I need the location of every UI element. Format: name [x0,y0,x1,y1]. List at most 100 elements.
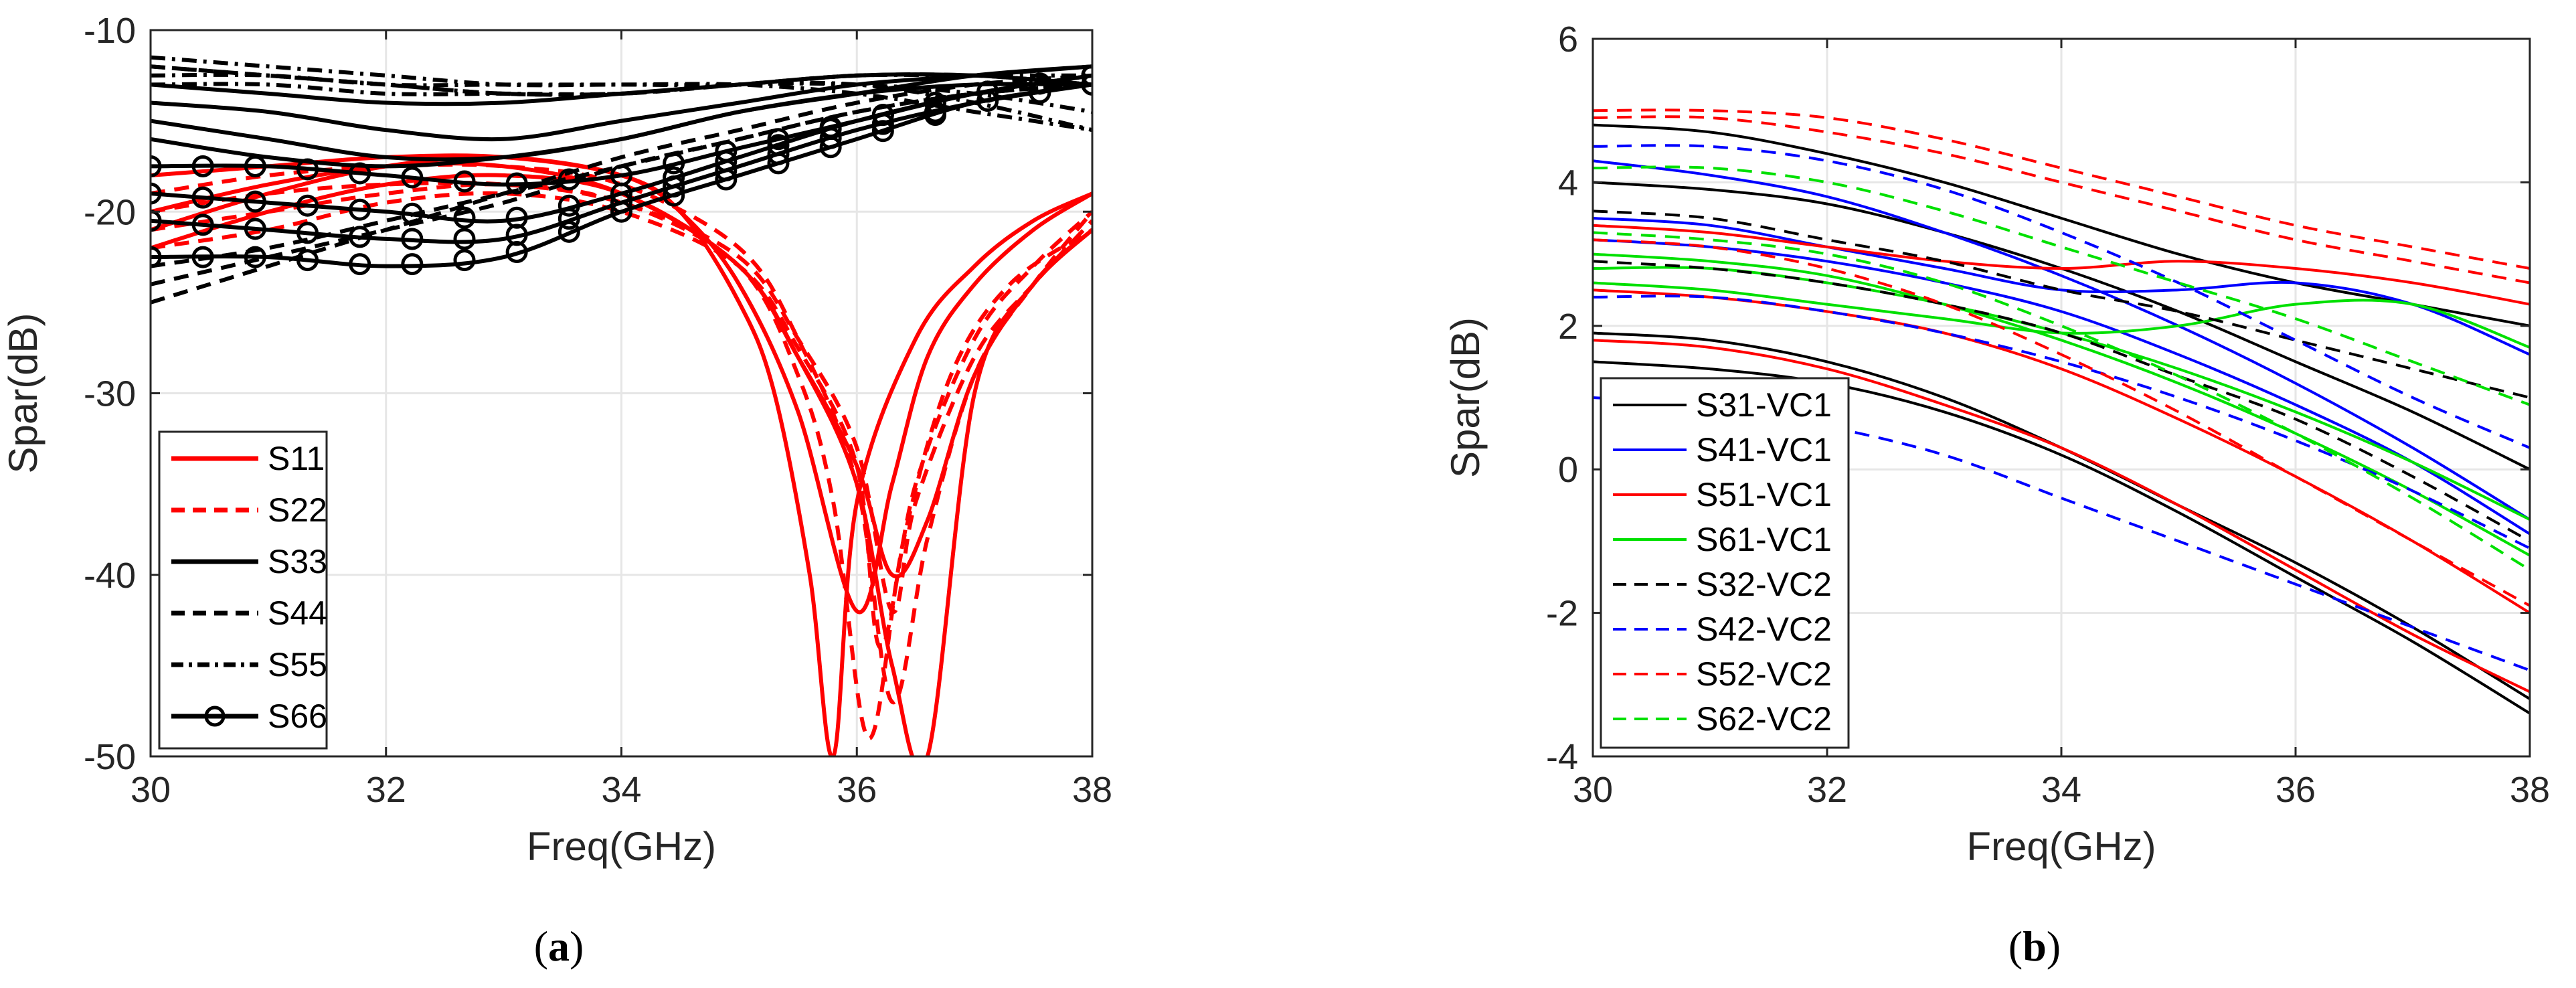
series-line-s55 [151,64,1092,114]
series-marker-s66 [349,226,371,248]
series-line-s51-vc1 [1593,224,2530,306]
series-marker-s66 [1081,64,1092,87]
y-tick-label: 4 [1558,163,1578,203]
legend-label-s44: S44 [268,594,327,632]
x-tick-label: 30 [1573,770,1613,810]
series-marker-s66 [663,184,685,207]
series-marker-s66 [244,246,266,268]
y-tick-label: -40 [84,556,136,596]
series-line-s32-vc2 [1593,210,2530,399]
legend-label-s61-vc1: S61-VC1 [1696,521,1832,558]
series-marker-s66 [663,152,685,175]
x-tick-label: 36 [2276,770,2316,810]
series-marker-s66 [767,152,790,175]
series-marker-s66 [610,200,632,223]
series-line-s41-vc1 [1593,159,2530,521]
series-marker-s66 [819,136,842,159]
series-marker-s66 [349,162,371,185]
series-marker-s66 [505,241,528,264]
x-axis-label: Freq(GHz) [527,824,716,869]
legend-label-s62-vc2: S62-VC2 [1696,700,1832,738]
legend-label-s31-vc1: S31-VC1 [1696,386,1832,424]
series-marker-s66 [401,253,424,276]
legend-box [158,430,328,750]
legend: S31-VC1 S41-VC1 S51-VC1 S61-VC1 S32-VC2 S42-V… [1600,377,1850,749]
series-marker-s66 [453,170,476,193]
series-line-s55 [151,80,1092,133]
series-marker-s66 [401,228,424,250]
x-tick-label: 38 [2510,770,2550,810]
series-marker-s66 [151,210,162,232]
y-tick-label: -4 [1546,737,1578,777]
x-tick-label: 38 [1072,770,1112,810]
x-tick-label: 34 [2041,770,2081,810]
y-tick-label: -2 [1546,594,1578,634]
series-line-s44 [151,73,1092,305]
legend-label-s11: S11 [268,440,325,477]
series-line-s61-vc1 [1593,281,2530,349]
series-marker-s66 [976,89,999,112]
series-line-s31-vc1 [1593,360,2530,715]
legend-label-s51-vc1: S51-VC1 [1696,476,1832,513]
series-marker-s66 [244,190,266,213]
legend-label-s41-vc1: S41-VC1 [1696,431,1832,469]
series-line-s32-vc2 [1593,260,2530,543]
series-marker-s66 [871,120,894,143]
y-tick-label: 2 [1558,307,1578,347]
series-line-s55 [151,55,1092,88]
series-line-s41-vc1 [1593,238,2530,536]
legend-label-s22: S22 [268,491,327,529]
panel-caption: (b) [2008,922,2061,970]
series-marker-s66 [557,220,580,243]
series-marker-s66 [296,194,319,217]
series-marker-s66 [1029,81,1051,104]
series-marker-s66 [557,168,580,191]
series-line-s61-vc1 [1593,252,2530,557]
legend-label-s52-vc2: S52-VC2 [1696,655,1832,693]
series-marker-s66 [191,246,214,268]
y-tick-label: -30 [84,374,136,414]
series-marker-s66 [557,194,580,217]
series-marker-s66 [349,253,371,276]
series-marker-s66 [191,214,214,236]
series-marker-s66 [453,228,476,250]
legend-label-s42-vc2: S42-VC2 [1696,610,1832,648]
series-marker-s66 [191,155,214,177]
x-axis-label: Freq(GHz) [1966,824,2156,869]
y-axis-label: Spar(dB) [1,313,46,473]
series-line-s62-vc2 [1593,165,2530,406]
chart-panel-b: 30 32 34 36 38 -4 -2 0 2 4 6 Freq(GHz) Spar(dB) S31-V… [1443,19,2550,970]
series-line-s42-vc2 [1593,144,2530,449]
series-line-s22 [151,180,1092,614]
x-tick-label: 36 [837,770,877,810]
series-marker-s66 [244,218,266,240]
series-line-s42-vc2 [1593,295,2530,550]
series-line-s22 [151,182,1092,740]
series-marker-s66 [715,168,738,191]
x-tick-label: 32 [1807,770,1847,810]
series-marker-s66 [453,206,476,229]
series-line-s66 [151,82,1092,268]
series-marker-s66 [453,249,476,272]
series-line-s51-vc1 [1593,339,2530,693]
series-marker-s66 [296,249,319,272]
series-marker-s66 [401,202,424,225]
legend-box [1600,377,1850,749]
series-line-s52-vc2 [1593,115,2530,284]
panel-caption: (a) [534,922,584,970]
y-tick-label: 0 [1558,450,1578,490]
y-axis-label: Spar(dB) [1443,317,1488,478]
series-marker-s66 [244,155,266,177]
series-line-s22 [151,191,1092,650]
legend-marker-icon [204,706,226,727]
series-marker-s66 [151,155,162,177]
series-marker-s66 [767,128,790,151]
chart-panel-a: 30 32 34 36 38 -50 -40 -30 -20 -10 Freq(GHz) Spar(d… [1,11,1112,970]
y-tick-label: -10 [84,11,136,51]
legend-label-s32-vc2: S32-VC2 [1696,566,1832,603]
series-group [1593,108,2530,715]
series-marker-s66 [871,112,894,135]
series-marker-s66 [505,172,528,195]
series-marker-s66 [1081,73,1092,96]
